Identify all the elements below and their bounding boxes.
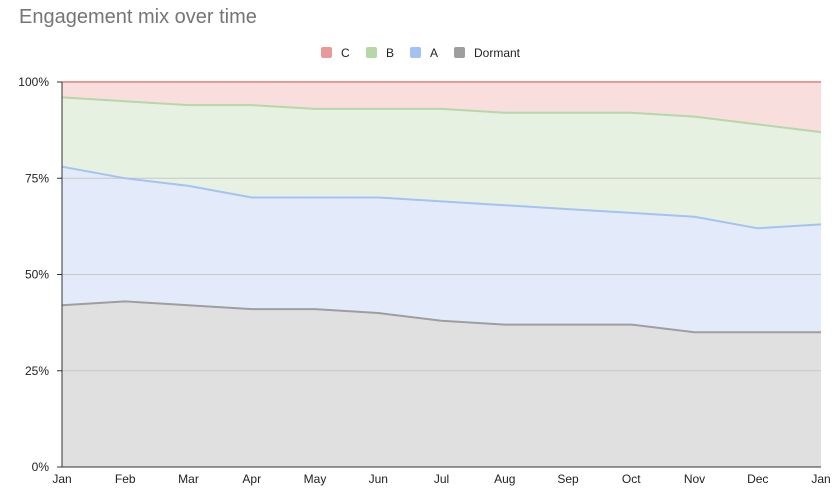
x-tick-label: Oct [622, 472, 641, 486]
x-tick-label: Sep [557, 472, 579, 486]
legend-label: C [341, 46, 350, 60]
legend-swatch [366, 47, 377, 58]
x-tick-label: Mar [178, 472, 199, 486]
y-tick-label: 25% [25, 364, 49, 378]
legend-item-c: C [321, 46, 350, 60]
x-tick-label: Jun [369, 472, 388, 486]
legend-item-a: A [410, 46, 438, 60]
legend-swatch [410, 47, 421, 58]
legend-label: Dormant [474, 46, 521, 60]
x-tick-label: Nov [684, 472, 705, 486]
x-tick-label: Feb [115, 472, 136, 486]
legend-item-dormant: Dormant [454, 46, 521, 60]
area-dormant [62, 301, 821, 467]
legend-swatch [321, 47, 332, 58]
line-b [61, 96, 822, 134]
legend-item-b: B [366, 46, 394, 60]
y-tick-label: 100% [18, 75, 49, 89]
y-tick-label: 50% [25, 268, 49, 282]
area-a [62, 166, 821, 333]
y-tick-label: 0% [32, 460, 50, 474]
legend-label: B [386, 46, 394, 60]
chart-title: Engagement mix over time [19, 6, 257, 28]
y-tick-label: 75% [25, 171, 49, 185]
x-tick-label: Jan [811, 472, 830, 486]
legend-swatch [454, 47, 465, 58]
x-tick-label: Aug [494, 472, 515, 486]
x-tick-label: May [304, 472, 327, 486]
area-b [62, 97, 821, 229]
area-c [62, 82, 821, 133]
x-tick-label: Jul [434, 472, 449, 486]
x-tick-label: Apr [242, 472, 261, 486]
legend-label: A [430, 46, 438, 60]
line-a [61, 165, 822, 230]
x-tick-label: Jan [52, 472, 71, 486]
line-dormant [61, 300, 821, 334]
x-tick-label: Dec [747, 472, 768, 486]
